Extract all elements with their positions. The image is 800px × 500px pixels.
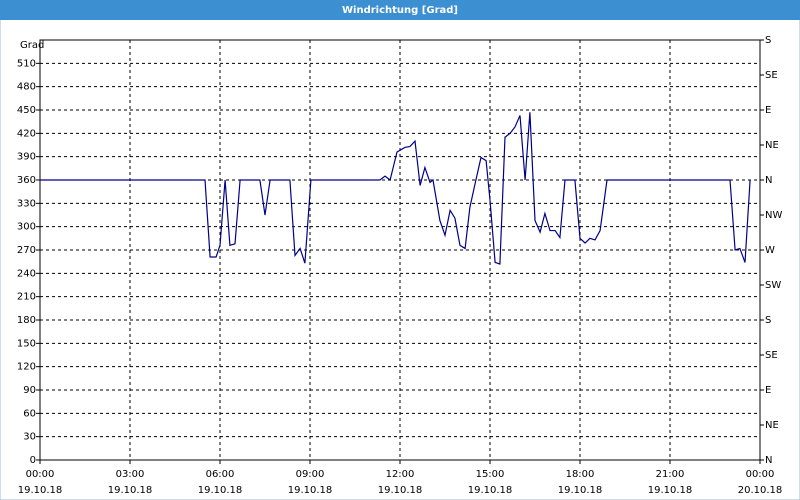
x-tick-date: 19.10.18 xyxy=(108,485,153,496)
y2-tick-label: E xyxy=(765,105,771,116)
x-tick-date: 19.10.18 xyxy=(18,485,63,496)
x-tick-label: 12:00 xyxy=(386,469,415,480)
x-tick-label: 03:00 xyxy=(116,469,145,480)
y2-tick-label: SW xyxy=(765,280,781,291)
y-tick-label: 90 xyxy=(23,385,36,396)
y-tick-label: 210 xyxy=(17,292,36,303)
y-axis-label: Grad xyxy=(20,40,44,51)
y2-tick-label: W xyxy=(765,245,775,256)
y2-tick-label: NE xyxy=(765,140,779,151)
y-tick-label: 30 xyxy=(23,432,36,443)
y2-tick-label: S xyxy=(765,315,771,326)
chart-title: Windrichtung [Grad] xyxy=(342,5,458,16)
x-tick-label: 09:00 xyxy=(296,469,325,480)
y2-tick-label: SE xyxy=(765,350,778,361)
x-tick-date: 19.10.18 xyxy=(198,485,243,496)
y-tick-label: 150 xyxy=(17,338,36,349)
x-tick-label: 06:00 xyxy=(206,469,235,480)
y-tick-label: 360 xyxy=(17,175,36,186)
y-tick-label: 510 xyxy=(17,58,36,69)
y-tick-label: 420 xyxy=(17,128,36,139)
x-tick-label: 18:00 xyxy=(566,469,595,480)
y-tick-label: 270 xyxy=(17,245,36,256)
x-tick-label: 15:00 xyxy=(476,469,505,480)
x-tick-date: 19.10.18 xyxy=(648,485,693,496)
title-bar xyxy=(0,0,800,20)
y-tick-label: 480 xyxy=(17,82,36,93)
y2-tick-label: NW xyxy=(765,210,782,221)
y-tick-label: 180 xyxy=(17,315,36,326)
y2-tick-label: N xyxy=(765,455,772,466)
x-tick-date: 19.10.18 xyxy=(558,485,603,496)
y2-tick-label: NE xyxy=(765,420,779,431)
y-tick-label: 0 xyxy=(30,455,36,466)
y-tick-label: 390 xyxy=(17,152,36,163)
y-tick-label: 300 xyxy=(17,222,36,233)
data-line xyxy=(40,112,751,265)
x-tick-label: 00:00 xyxy=(746,469,775,480)
x-tick-label: 21:00 xyxy=(656,469,685,480)
y2-tick-label: SE xyxy=(765,70,778,81)
y2-tick-label: S xyxy=(765,35,771,46)
y2-tick-label: E xyxy=(765,385,771,396)
y-tick-label: 450 xyxy=(17,105,36,116)
x-tick-date: 20.10.18 xyxy=(738,485,783,496)
y-tick-label: 330 xyxy=(17,198,36,209)
x-tick-date: 19.10.18 xyxy=(288,485,333,496)
y-tick-label: 60 xyxy=(23,408,36,419)
x-tick-date: 19.10.18 xyxy=(468,485,513,496)
y-tick-label: 120 xyxy=(17,362,36,373)
y2-tick-label: N xyxy=(765,175,772,186)
x-tick-label: 00:00 xyxy=(26,469,55,480)
x-tick-date: 19.10.18 xyxy=(378,485,423,496)
y-tick-label: 240 xyxy=(17,268,36,279)
